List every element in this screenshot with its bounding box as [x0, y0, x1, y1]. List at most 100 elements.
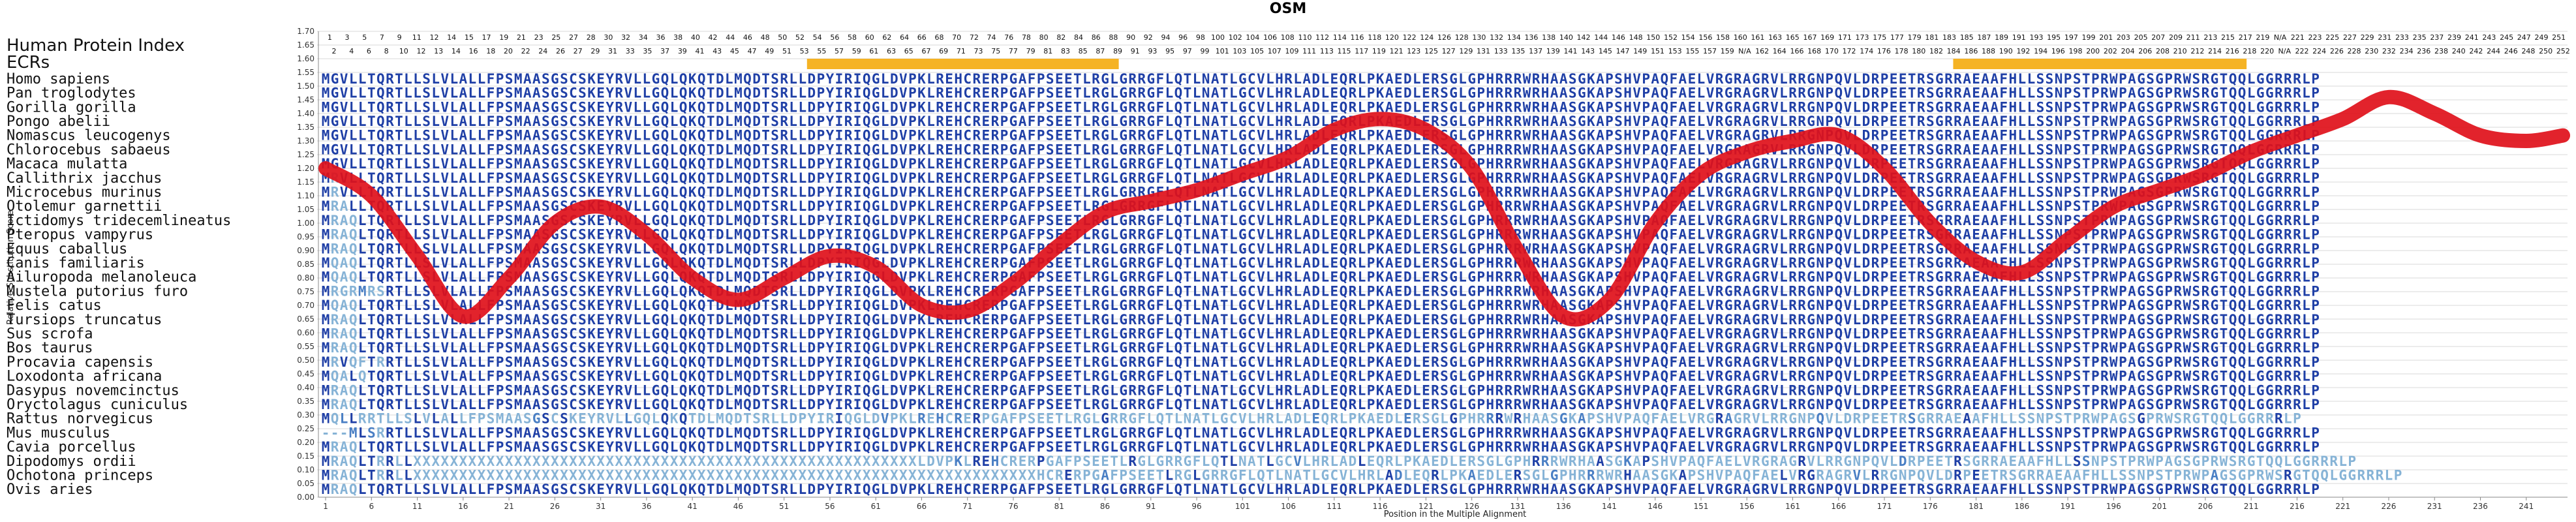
residue: S	[1046, 142, 1054, 157]
residue: K	[1376, 198, 1385, 214]
residue: A	[1019, 156, 1027, 172]
residue: V	[1633, 283, 1641, 299]
residue: A	[1679, 269, 1687, 285]
residue: K	[1587, 283, 1595, 299]
residue: T	[1184, 213, 1192, 228]
residue: A	[1990, 114, 1999, 129]
protein-index-number: 93	[1148, 47, 1157, 55]
residue: H	[1275, 128, 1283, 144]
residue: S	[771, 184, 779, 200]
residue: F	[1669, 85, 1678, 101]
protein-index-number: 40	[691, 33, 700, 42]
residue: S	[1926, 255, 1935, 271]
residue: S	[542, 326, 550, 341]
protein-index-number: 220	[2260, 47, 2274, 55]
residue: P	[1000, 114, 1009, 129]
residue: S	[578, 142, 587, 157]
residue: R	[1734, 255, 1742, 271]
residue: P	[2091, 227, 2100, 243]
residue: R	[1532, 298, 1541, 313]
residue: G	[1725, 255, 1733, 271]
residue: P	[1367, 156, 1375, 172]
residue: L	[1082, 142, 1091, 157]
residue: D	[808, 128, 816, 144]
protein-index-number: 18	[486, 47, 495, 55]
residue: L	[2027, 354, 2036, 370]
residue: D	[890, 156, 898, 172]
residue: R	[1788, 198, 1797, 214]
residue: A	[1596, 241, 1604, 256]
residue: G	[1467, 283, 1476, 299]
protein-index-number: 206	[2138, 47, 2152, 55]
residue: F	[1669, 99, 1678, 115]
residue: L	[789, 156, 797, 172]
residue: L	[1697, 99, 1706, 115]
residue: C	[963, 156, 972, 172]
residue: M	[514, 198, 523, 214]
residue: T	[1073, 170, 1082, 186]
residue: T	[367, 99, 376, 115]
protein-index-number: 123	[1407, 47, 1420, 55]
residue: L	[927, 170, 935, 186]
residue: Q	[679, 326, 688, 341]
residue: R	[2275, 114, 2283, 129]
residue: A	[1981, 128, 1989, 144]
residue: L	[1697, 213, 1706, 228]
residue: H	[1275, 170, 1283, 186]
residue: W	[1523, 128, 1531, 144]
residue: Q	[743, 71, 752, 87]
protein-index-number: 250	[2539, 47, 2553, 55]
residue: R	[780, 114, 788, 129]
residue: D	[716, 340, 724, 356]
residue: P	[1825, 114, 1833, 129]
residue: G	[2256, 283, 2265, 299]
residue: V	[1706, 198, 1715, 214]
residue: L	[404, 312, 412, 328]
protein-index-number: 141	[1564, 47, 1578, 55]
residue: L	[2027, 283, 2036, 299]
residue: M	[322, 255, 330, 271]
residue: L	[1358, 312, 1366, 328]
residue: F	[1669, 114, 1678, 129]
residue: L	[358, 255, 367, 271]
protein-index-number: 153	[1668, 47, 1682, 55]
residue: P	[908, 354, 917, 370]
residue: S	[1614, 156, 1623, 172]
residue: Q	[661, 114, 669, 129]
residue: L	[358, 312, 367, 328]
residue: Q	[2238, 128, 2246, 144]
residue: R	[1761, 213, 1770, 228]
residue: L	[1110, 255, 1118, 271]
residue: Q	[331, 255, 339, 271]
residue: A	[1990, 241, 1999, 256]
residue: L	[413, 213, 422, 228]
residue: H	[2008, 227, 2017, 243]
residue: I	[835, 114, 844, 129]
residue: Q	[376, 156, 385, 172]
residue: S	[578, 269, 587, 285]
protein-index-number: 46	[743, 33, 752, 42]
residue: C	[963, 99, 972, 115]
residue: W	[2183, 298, 2191, 313]
residue: S	[1440, 114, 1449, 129]
residue: R	[1284, 269, 1293, 285]
residue: L	[1229, 283, 1238, 299]
y-tick-label: 0.35	[297, 397, 314, 406]
residue: S	[771, 142, 779, 157]
residue: S	[1046, 99, 1054, 115]
residue: P	[2164, 71, 2173, 87]
residue: P	[2091, 170, 2100, 186]
residue: A	[1963, 85, 1971, 101]
residue: L	[450, 213, 458, 228]
residue: Q	[1174, 114, 1183, 129]
residue: R	[1734, 114, 1742, 129]
protein-index-number: 119	[1372, 47, 1386, 55]
residue: E	[1064, 85, 1073, 101]
residue: H	[1541, 156, 1550, 172]
residue: L	[634, 99, 642, 115]
residue: S	[1046, 269, 1054, 285]
residue: P	[2064, 354, 2072, 370]
residue: V	[899, 184, 908, 200]
residue: P	[2119, 298, 2127, 313]
residue: T	[761, 85, 770, 101]
